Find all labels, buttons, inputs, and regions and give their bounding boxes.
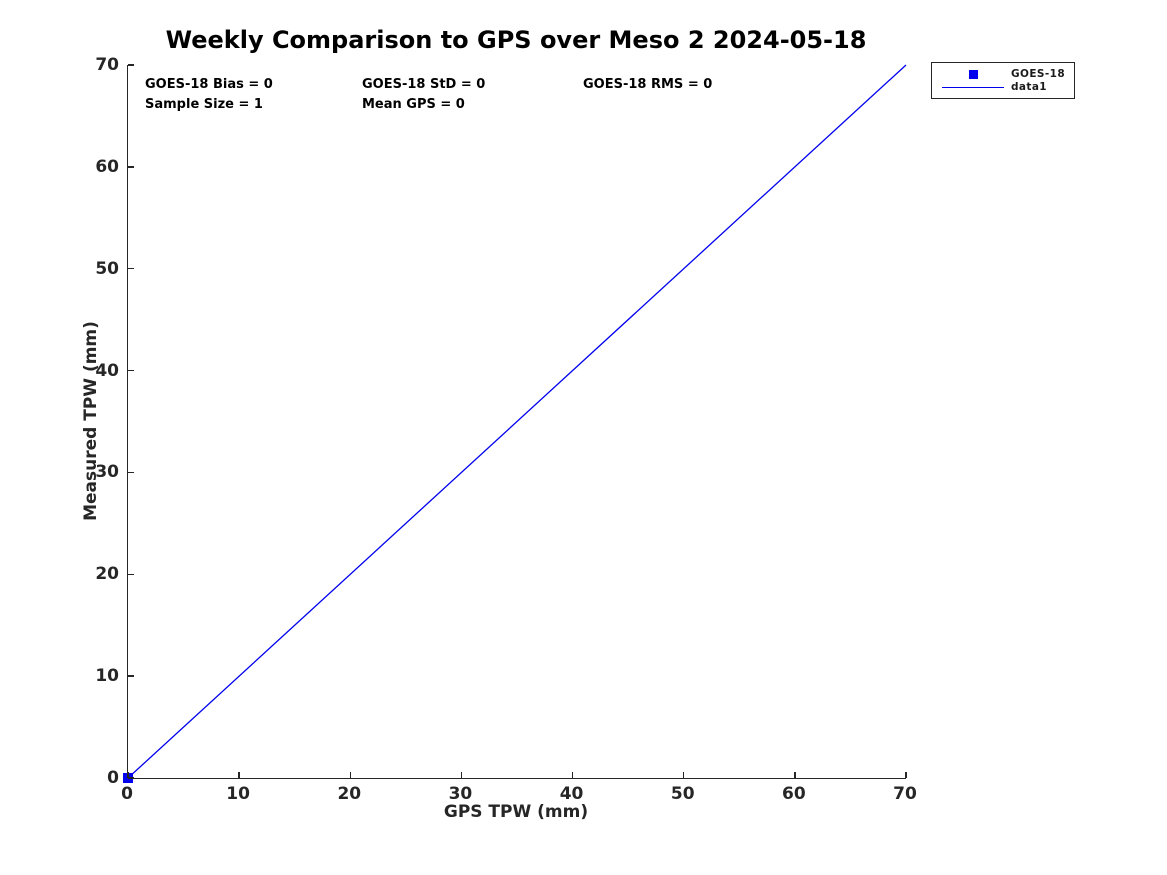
x-tick-mark xyxy=(794,772,796,778)
plot-area xyxy=(123,64,907,783)
x-tick-label: 50 xyxy=(670,784,695,804)
x-tick-label: 20 xyxy=(337,784,362,804)
x-tick-mark xyxy=(460,772,463,778)
x-tick-mark xyxy=(905,772,907,778)
legend-entry-goes18: GOES-18 xyxy=(940,68,1074,81)
y-tick-label: 0 xyxy=(107,768,119,788)
x-tick-label: 0 xyxy=(121,784,133,804)
y-tick-mark xyxy=(128,573,134,576)
stat-bias: GOES-18 Bias = 0 xyxy=(145,77,273,92)
stat-sample-size: Sample Size = 1 xyxy=(145,97,263,112)
legend-box: GOES-18 data1 xyxy=(931,62,1075,99)
x-tick-label: 40 xyxy=(559,784,584,804)
y-tick-label: 20 xyxy=(95,564,119,585)
y-tick-label: 10 xyxy=(95,666,119,687)
stat-rms: GOES-18 RMS = 0 xyxy=(583,77,713,92)
y-tick-mark xyxy=(128,369,134,372)
legend-entry-data1: data1 xyxy=(940,81,1074,94)
plot-canvas xyxy=(123,64,907,783)
legend-sample-area xyxy=(940,69,1006,79)
y-tick-label: 40 xyxy=(95,360,119,381)
y-tick-mark xyxy=(128,675,134,677)
x-axis-label: GPS TPW (mm) xyxy=(443,802,589,822)
x-tick-mark xyxy=(349,772,352,778)
legend-label-data1: data1 xyxy=(1011,81,1048,93)
x-tick-label: 10 xyxy=(226,784,250,804)
y-tick-mark xyxy=(128,777,134,779)
y-tick-label: 30 xyxy=(95,462,119,483)
line-sample-icon xyxy=(942,86,1004,88)
series-line-data1 xyxy=(127,64,907,779)
stat-mean-gps: Mean GPS = 0 xyxy=(362,97,465,112)
legend-label-goes18: GOES-18 xyxy=(1011,68,1066,80)
y-axis-label: Measured TPW (mm) xyxy=(81,321,101,521)
y-tick-label: 70 xyxy=(95,55,119,75)
legend-sample-area xyxy=(940,86,1006,88)
chart-title: Weekly Comparison to GPS over Meso 2 202… xyxy=(165,26,867,54)
y-tick-mark xyxy=(128,64,134,66)
y-tick-mark xyxy=(128,166,134,168)
x-tick-mark xyxy=(127,772,129,778)
y-tick-mark xyxy=(128,471,134,474)
square-marker-icon xyxy=(968,69,978,79)
y-tick-label: 50 xyxy=(95,258,119,279)
y-tick-label: 60 xyxy=(95,156,119,177)
x-tick-mark xyxy=(238,772,240,778)
x-tick-label: 70 xyxy=(893,784,917,804)
x-tick-label: 60 xyxy=(782,784,806,804)
x-tick-mark xyxy=(682,772,685,778)
y-tick-mark xyxy=(128,267,134,270)
stat-std: GOES-18 StD = 0 xyxy=(362,77,486,92)
x-tick-mark xyxy=(571,772,574,778)
x-tick-label: 30 xyxy=(448,784,473,804)
